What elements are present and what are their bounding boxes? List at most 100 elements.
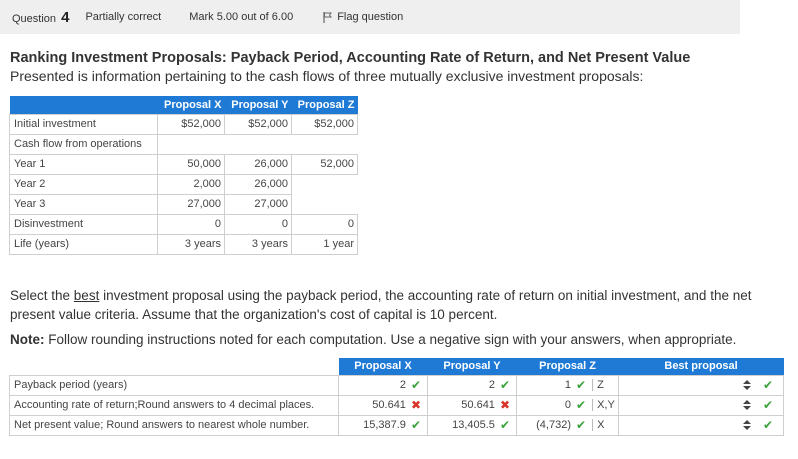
cell-x: 50,000 <box>157 153 225 175</box>
table-row: Net present value; Round answers to near… <box>9 414 785 436</box>
answer-input-y[interactable]: 13,405.5 ✔ <box>427 414 517 436</box>
row-label: Accounting rate of return;Round answers … <box>9 394 339 416</box>
row-label: Cash flow from operations <box>9 133 158 155</box>
best-underlined: best <box>73 288 100 303</box>
header-best-proposal: Best proposal <box>618 358 784 375</box>
header-proposal-x: Proposal X <box>157 96 225 114</box>
row-label: Year 2 <box>9 173 158 195</box>
answer-value: 0 <box>564 399 571 411</box>
row-label: Net present value; Round answers to near… <box>9 414 339 436</box>
answer-input-x[interactable]: 2 ✔ <box>338 374 428 396</box>
problem-intro: Presented is information pertaining to t… <box>10 68 644 84</box>
check-icon: ✔ <box>763 398 774 412</box>
answer-input-y[interactable]: 2 ✔ <box>427 374 517 396</box>
answer-value: 15,387.9 <box>363 419 406 431</box>
check-icon: ✔ <box>576 398 587 412</box>
check-icon: ✔ <box>410 418 421 432</box>
check-icon: ✔ <box>499 378 510 392</box>
cell-x: 3 years <box>157 233 225 255</box>
answer-value: (4,732) <box>536 419 571 431</box>
question-number: Question 4 <box>12 8 70 26</box>
cross-icon: ✖ <box>410 398 421 412</box>
cell-z: $52,000 <box>291 113 358 135</box>
instructions-paragraph: Select the best investment proposal usin… <box>10 286 785 324</box>
header-proposal-y: Proposal Y <box>427 358 517 375</box>
question-mark: Mark 5.00 out of 6.00 <box>189 11 294 23</box>
extra-text: X <box>592 419 618 431</box>
instructions-text: Select the <box>10 288 74 303</box>
header-proposal-z: Proposal Z <box>516 358 619 375</box>
extra-text: Z <box>592 379 618 391</box>
cell-y: 3 years <box>224 233 292 255</box>
check-icon: ✔ <box>576 378 587 392</box>
row-label: Initial investment <box>9 113 158 135</box>
instructions-text-rest: investment proposal using the payback pe… <box>10 288 752 322</box>
answer-value: 13,405.5 <box>452 419 495 431</box>
cell-x: 27,000 <box>157 193 225 215</box>
answer-input-z[interactable]: (4,732) ✔ X <box>515 414 620 436</box>
header-proposal-y: Proposal Y <box>224 96 292 114</box>
cell-x: $52,000 <box>157 113 225 135</box>
table-row: Accounting rate of return;Round answers … <box>9 394 785 416</box>
answer-value: 2 <box>488 379 495 391</box>
problem-title: Ranking Investment Proposals: Payback Pe… <box>10 50 691 66</box>
answer-value: 1 <box>564 379 571 391</box>
header-proposal-x: Proposal X <box>338 358 428 375</box>
best-proposal-select[interactable]: ✔ <box>618 394 785 416</box>
cell-y: 26,000 <box>224 173 292 195</box>
header-blank <box>9 358 339 375</box>
updown-arrows-icon[interactable] <box>741 400 753 410</box>
best-proposal-select[interactable]: ✔ <box>618 374 785 396</box>
table-row: Year 2 2,000 26,000 <box>9 173 358 195</box>
cell-z <box>292 174 358 194</box>
table-row: Disinvestment 0 0 0 <box>9 213 358 235</box>
cell-z <box>292 194 358 214</box>
best-proposal-select[interactable]: ✔ <box>618 414 785 436</box>
check-icon: ✔ <box>763 418 774 432</box>
question-state: Partially correct <box>85 11 162 23</box>
header-proposal-z: Proposal Z <box>291 96 358 114</box>
note-label: Note: <box>10 332 45 347</box>
flag-question-label: Flag question <box>337 11 404 23</box>
cell-x: 2,000 <box>157 173 225 195</box>
cell-y: 27,000 <box>224 193 292 215</box>
note-line: Note: Follow rounding instructions noted… <box>10 332 736 347</box>
answer-input-z[interactable]: 0 ✔ X,Y <box>515 394 620 416</box>
cell-y: $52,000 <box>224 113 292 135</box>
table-row: Life (years) 3 years 3 years 1 year <box>9 233 358 255</box>
check-icon: ✔ <box>499 418 510 432</box>
extra-text: X,Y <box>592 399 618 411</box>
flag-question-button[interactable]: Flag question <box>323 11 403 23</box>
question-info-bar: Question 4 Partially correct Mark 5.00 o… <box>0 0 740 34</box>
updown-arrows-icon[interactable] <box>741 380 753 390</box>
cell-z: 0 <box>291 213 358 235</box>
answer-value: 2 <box>399 379 406 391</box>
answer-input-y[interactable]: 50.641 ✖ <box>427 394 517 416</box>
header-blank <box>9 96 158 114</box>
check-icon: ✔ <box>763 378 774 392</box>
cell-z <box>291 133 358 154</box>
note-text: Follow rounding instructions noted for e… <box>44 332 737 347</box>
answer-input-z[interactable]: 1 ✔ Z <box>515 374 620 396</box>
answer-input-x[interactable]: 50.641 ✖ <box>338 394 428 416</box>
cell-z: 52,000 <box>291 153 358 175</box>
row-label: Disinvestment <box>9 213 158 235</box>
cell-z: 1 year <box>291 233 358 255</box>
row-label: Life (years) <box>9 233 158 255</box>
check-icon: ✔ <box>410 378 421 392</box>
row-label: Payback period (years) <box>9 374 339 396</box>
answer-value: 50.641 <box>461 399 495 411</box>
row-label: Year 3 <box>9 193 158 215</box>
table-row: Initial investment $52,000 $52,000 $52,0… <box>9 113 358 135</box>
cell-x: 0 <box>157 213 225 235</box>
answer-table: Proposal X Proposal Y Proposal Z Best pr… <box>9 358 785 436</box>
cash-flow-header-row: Proposal X Proposal Y Proposal Z <box>9 96 358 114</box>
answer-value: 50.641 <box>372 399 406 411</box>
cash-flow-table: Proposal X Proposal Y Proposal Z Initial… <box>9 96 358 255</box>
answer-input-x[interactable]: 15,387.9 ✔ <box>338 414 428 436</box>
check-icon: ✔ <box>576 418 587 432</box>
updown-arrows-icon[interactable] <box>741 420 753 430</box>
table-row: Cash flow from operations <box>9 133 358 155</box>
table-row: Payback period (years) 2 ✔ 2 ✔ 1 ✔ Z ✔ <box>9 374 785 396</box>
table-row: Year 3 27,000 27,000 <box>9 193 358 215</box>
